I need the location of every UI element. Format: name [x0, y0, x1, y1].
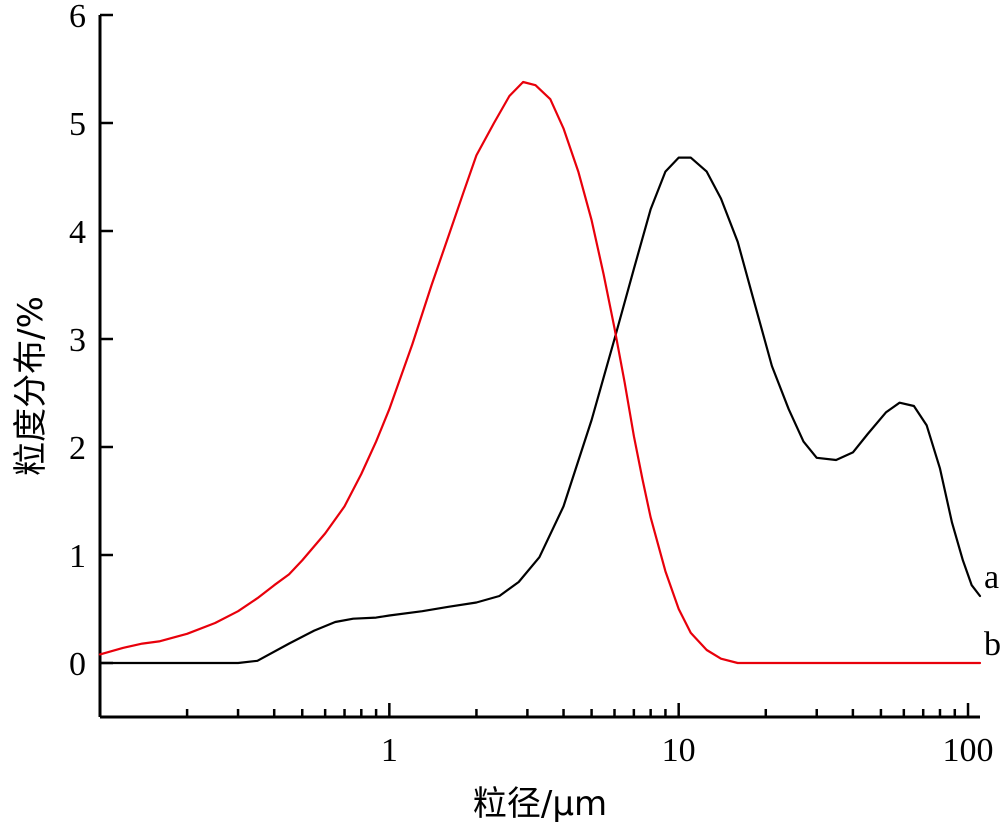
- axes: [98, 15, 980, 719]
- series-label-b: b: [984, 626, 1000, 663]
- y-tick-label: 4: [69, 214, 86, 251]
- y-tick-label: 5: [69, 106, 86, 143]
- y-tick-label: 3: [69, 322, 86, 359]
- y-axis-title: 粒度分布/%: [11, 296, 51, 476]
- series-line-b: [98, 80, 982, 665]
- x-tick-label: 100: [943, 732, 994, 769]
- x-tick-label: 1: [381, 732, 398, 769]
- ticks: 0 1 2 3 4 5 6 1 10 100: [69, 0, 994, 769]
- x-tick-label: 10: [662, 732, 696, 769]
- x-axis-title: 粒径/μm: [473, 784, 607, 824]
- series-label-a: a: [984, 559, 999, 596]
- y-tick-label: 2: [69, 430, 86, 467]
- y-tick-label: 6: [69, 0, 86, 35]
- series-line-a: [98, 156, 982, 665]
- series: ab: [98, 80, 1000, 665]
- y-tick-label: 1: [69, 538, 86, 575]
- y-tick-label: 0: [69, 646, 86, 683]
